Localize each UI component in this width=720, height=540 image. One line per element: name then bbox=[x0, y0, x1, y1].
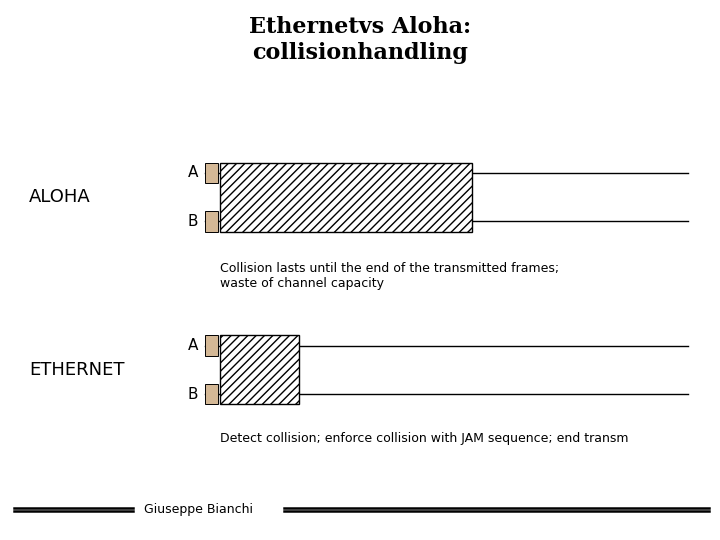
Bar bbox=[205, 211, 218, 232]
Text: B: B bbox=[187, 214, 198, 229]
Text: Detect collision; enforce collision with JAM sequence; end transm: Detect collision; enforce collision with… bbox=[220, 432, 628, 445]
Bar bbox=[220, 335, 299, 404]
Text: A: A bbox=[188, 165, 198, 180]
Bar bbox=[205, 163, 218, 183]
Bar bbox=[205, 384, 218, 404]
Text: B: B bbox=[187, 387, 198, 402]
Text: A: A bbox=[188, 338, 198, 353]
Text: Collision lasts until the end of the transmitted frames;
waste of channel capaci: Collision lasts until the end of the tra… bbox=[220, 262, 559, 290]
Text: Giuseppe Bianchi: Giuseppe Bianchi bbox=[144, 503, 253, 516]
Text: ALOHA: ALOHA bbox=[29, 188, 91, 206]
Text: Ethernetvs Aloha:
collisionhandling: Ethernetvs Aloha: collisionhandling bbox=[249, 16, 471, 64]
Bar bbox=[220, 163, 472, 232]
Text: ETHERNET: ETHERNET bbox=[29, 361, 125, 379]
Bar bbox=[205, 335, 218, 356]
